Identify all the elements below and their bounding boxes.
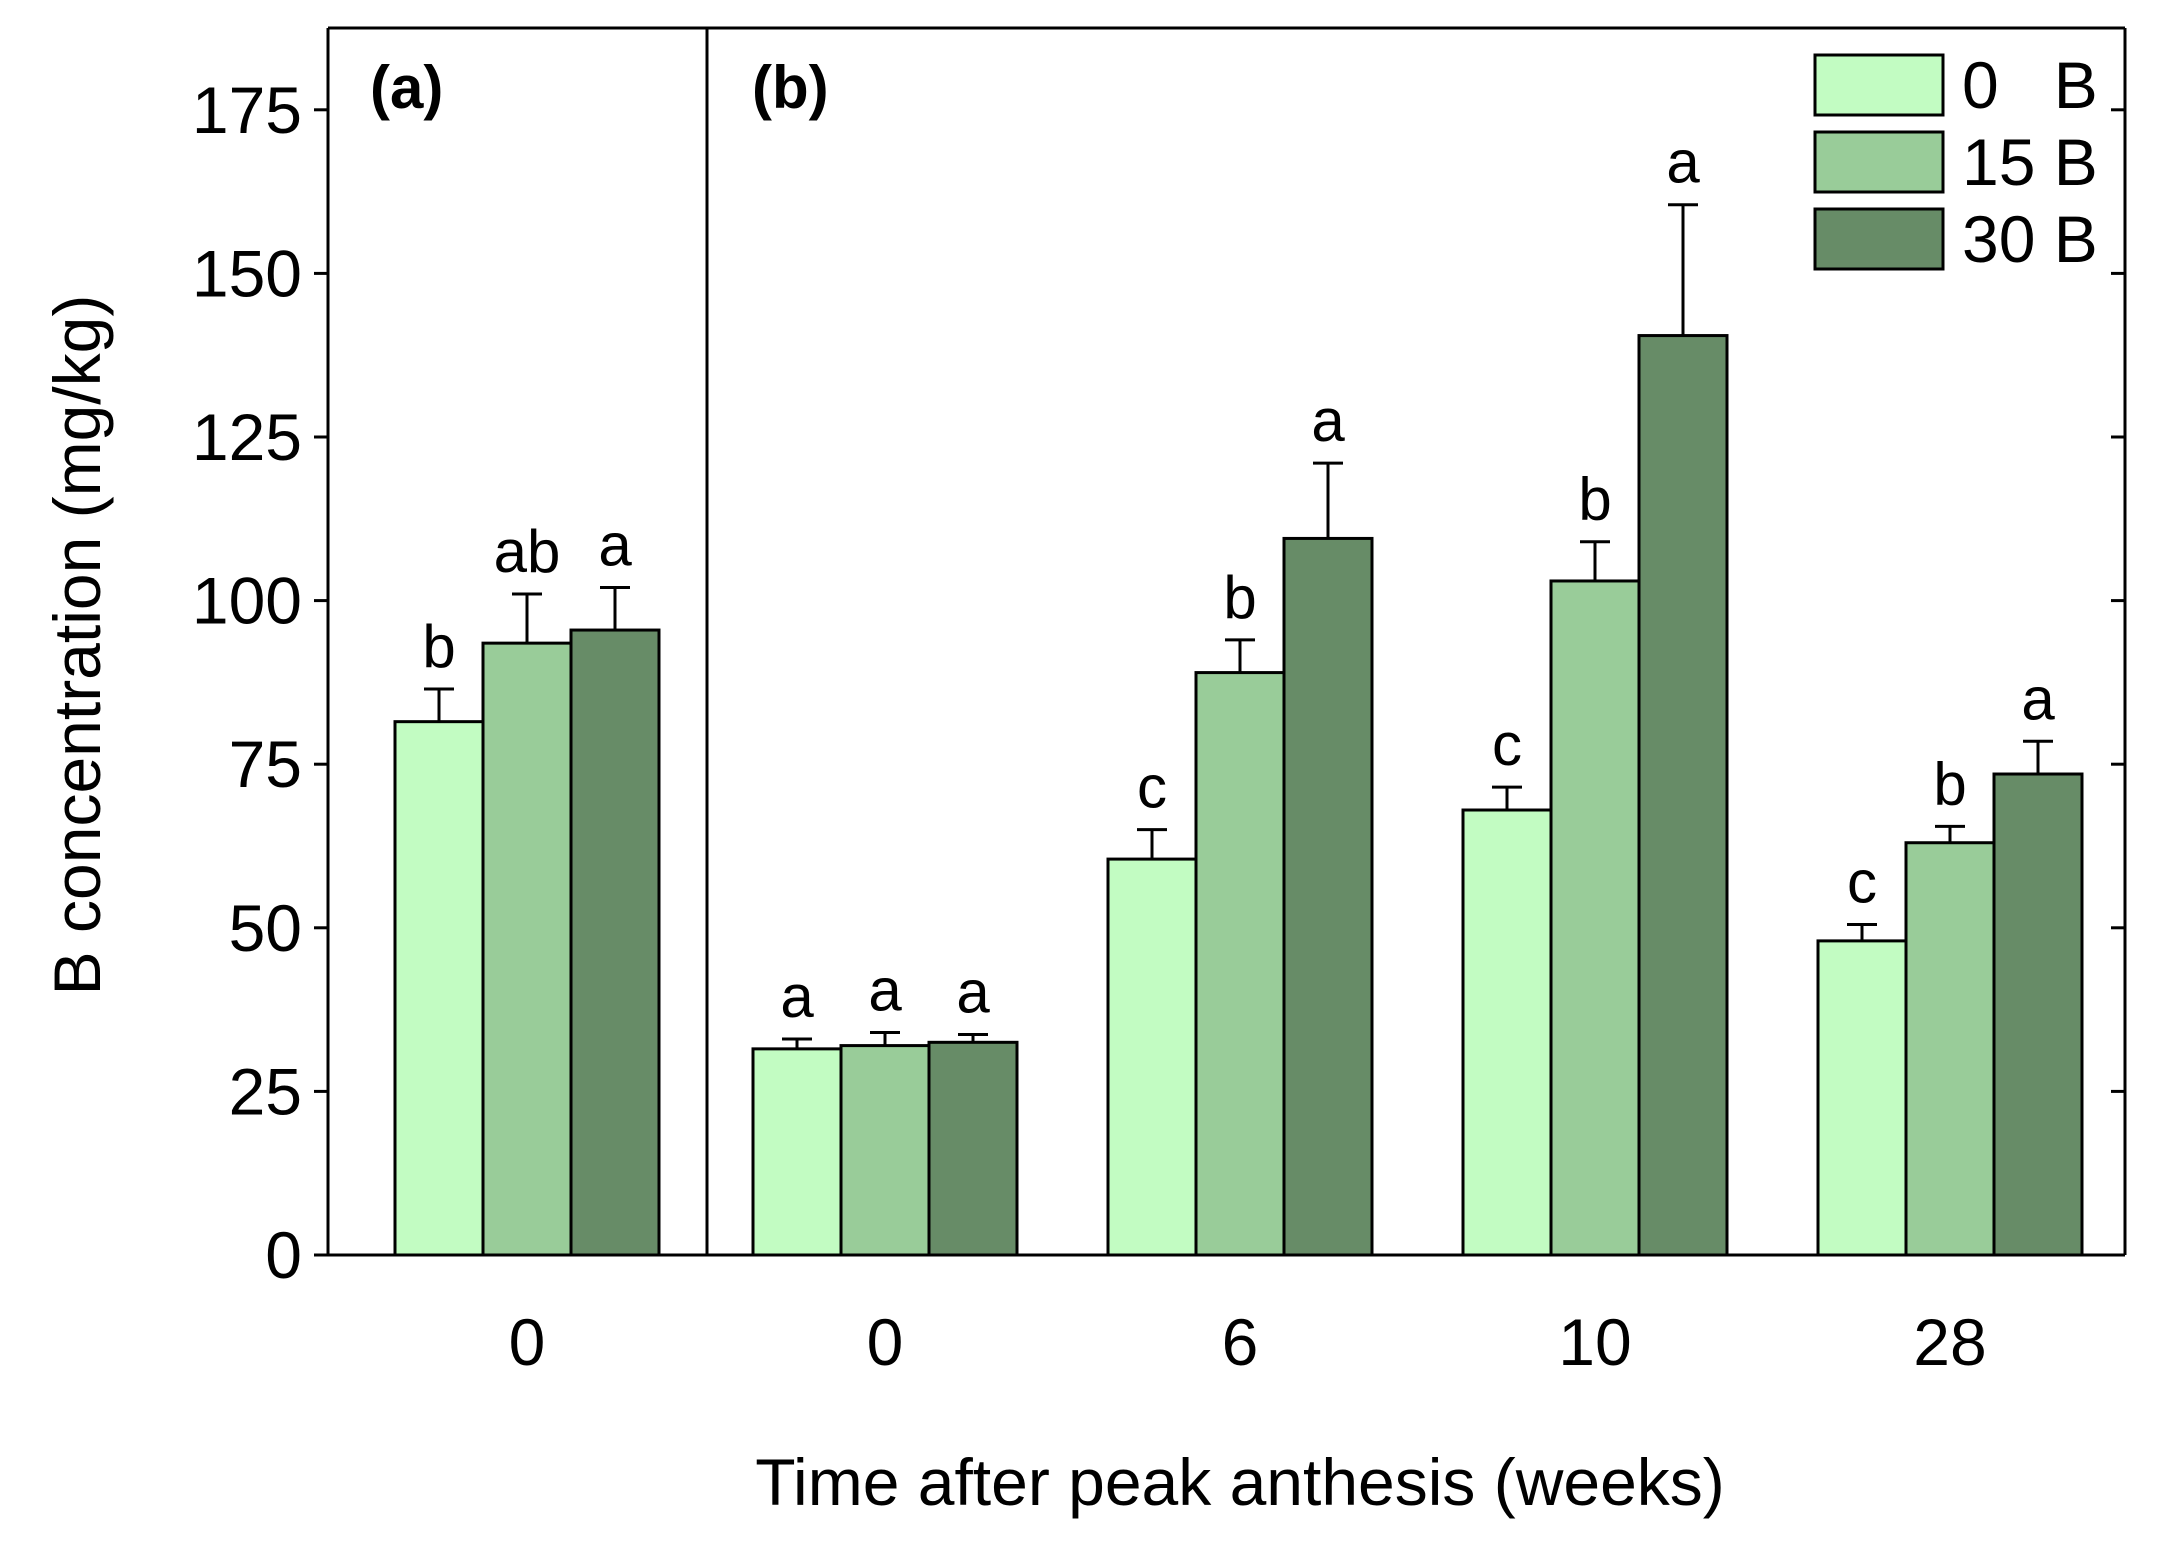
significance-letter-p1-g1-s0: c: [1137, 754, 1167, 821]
bar-p1-g0-s1: [839, 1044, 931, 1257]
significance-letter-p1-g1-s1: b: [1223, 564, 1256, 631]
bar-p1-g2-s0: [1461, 808, 1553, 1257]
bar-p1-g1-s2: [1282, 536, 1374, 1257]
x-tick-label-p0-g0: 0: [509, 1305, 546, 1379]
panel-label-b: (b): [752, 54, 829, 121]
bar-p1-g1-s0: [1106, 857, 1198, 1257]
significance-letter-p1-g2-s0: c: [1492, 711, 1522, 778]
y-tick-label-150: 150: [192, 236, 302, 310]
legend-swatch-0: [1813, 53, 1945, 117]
significance-letter-p0-g0-s0: b: [422, 613, 455, 680]
bar-p1-g3-s2: [1992, 772, 2084, 1257]
bars-layer: [393, 203, 2084, 1257]
legend-label-2: 30 B: [1962, 202, 2098, 276]
significance-letter-p1-g3-s2: a: [2021, 665, 2055, 732]
significance-letter-p1-g3-s0: c: [1847, 849, 1877, 916]
significance-letter-p1-g0-s2: a: [956, 958, 990, 1025]
significance-letter-p1-g1-s2: a: [1311, 387, 1345, 454]
bar-p1-g1-s1: [1194, 671, 1286, 1257]
legend-swatch-2: [1813, 207, 1945, 271]
legend: 0 B15 B30 B: [1813, 48, 2098, 276]
bar-p0-g0-s0: [393, 720, 485, 1257]
y-tick-label-125: 125: [192, 400, 302, 474]
legend-label-0: 0 B: [1962, 48, 2098, 122]
significance-letter-p1-g0-s0: a: [780, 963, 814, 1030]
significance-letter-p1-g2-s1: b: [1578, 466, 1611, 533]
bar-p1-g3-s0: [1816, 939, 1908, 1257]
y-tick-label-75: 75: [229, 727, 302, 801]
bar-p1-g3-s1: [1904, 841, 1996, 1257]
plot-frame: [326, 26, 2127, 1257]
y-axis: 0 25 50 75 100 125 150 175: [192, 73, 2125, 1292]
bar-p1-g2-s1: [1549, 579, 1641, 1257]
y-tick-label-25: 25: [229, 1054, 302, 1128]
significance-letter-p1-g2-s2: a: [1666, 129, 1700, 196]
x-axis-title: Time after peak anthesis (weeks): [755, 1445, 1725, 1519]
significance-letter-p1-g3-s1: b: [1933, 750, 1966, 817]
bar-p1-g2-s2: [1637, 334, 1729, 1257]
legend-label-1: 15 B: [1962, 125, 2098, 199]
significance-letter-p0-g0-s2: a: [598, 512, 632, 579]
y-tick-label-175: 175: [192, 73, 302, 147]
y-axis-title: B concentration (mg/kg): [40, 295, 114, 996]
x-tick-label-p1-g2: 10: [1558, 1305, 1631, 1379]
bar-p1-g0-s2: [927, 1040, 1019, 1257]
bar-p1-g0-s0: [751, 1047, 843, 1257]
y-tick-label-0: 0: [265, 1218, 302, 1292]
y-tick-label-100: 100: [192, 564, 302, 638]
panel-label-a: (a): [370, 54, 443, 121]
y-tick-label-50: 50: [229, 891, 302, 965]
bar-p0-g0-s1: [481, 641, 573, 1257]
significance-letter-p1-g0-s1: a: [868, 957, 902, 1024]
x-tick-label-p1-g3: 28: [1913, 1305, 1986, 1379]
x-tick-label-p1-g1: 6: [1222, 1305, 1259, 1379]
legend-swatch-1: [1813, 130, 1945, 194]
significance-letter-p0-g0-s1: ab: [494, 518, 561, 585]
bar-p0-g0-s2: [569, 628, 661, 1257]
x-tick-label-p1-g0: 0: [867, 1305, 904, 1379]
